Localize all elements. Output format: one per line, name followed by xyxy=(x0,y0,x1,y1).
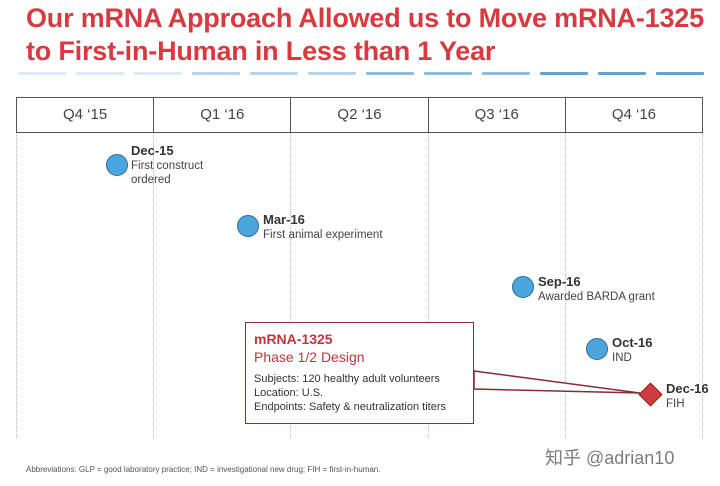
quarter-header: Q4 ‘15 Q1 ‘16 Q2 ‘16 Q3 ‘16 Q4 ‘16 xyxy=(16,97,703,133)
watermark: 知乎 @adrian10 xyxy=(545,448,675,468)
quarter-q1-16: Q1 ‘16 xyxy=(154,98,292,132)
milestone-date: Dec-16 xyxy=(666,381,709,396)
quarter-q3-16: Q3 ‘16 xyxy=(429,98,566,132)
underline-dash xyxy=(482,72,530,75)
grid-line xyxy=(702,133,703,438)
title-underline-dashes xyxy=(18,72,706,76)
quarter-q2-16: Q2 ‘16 xyxy=(291,98,429,132)
underline-dash xyxy=(366,72,414,75)
milestone-desc: IND xyxy=(612,352,632,364)
underline-dash xyxy=(76,72,124,75)
quarter-q4-15: Q4 ‘15 xyxy=(17,98,155,132)
underline-dash xyxy=(424,72,472,75)
milestone-desc: ordered xyxy=(131,174,171,186)
underline-dash xyxy=(308,72,356,75)
underline-dash xyxy=(598,72,646,75)
grid-line xyxy=(16,133,17,438)
grid-line xyxy=(565,133,566,438)
underline-dash xyxy=(656,72,704,75)
grid-line xyxy=(153,133,154,438)
underline-dash xyxy=(134,72,182,75)
milestone-dot xyxy=(512,276,534,298)
phase-design-callout: mRNA-1325 Phase 1/2 Design Subjects: 120… xyxy=(245,322,474,424)
milestone-dot xyxy=(237,215,259,237)
underline-dash xyxy=(18,72,66,75)
grid-line xyxy=(428,133,429,438)
milestone-date: Dec-15 xyxy=(131,143,174,158)
fih-diamond-icon xyxy=(638,382,663,407)
underline-dash xyxy=(540,72,588,75)
underline-dash xyxy=(250,72,298,75)
grid-line xyxy=(290,133,291,438)
milestone-date: Mar-16 xyxy=(263,212,305,227)
callout-title: mRNA-1325 xyxy=(254,331,333,347)
milestone-dot xyxy=(586,338,608,360)
milestone-desc: Awarded BARDA grant xyxy=(538,291,655,303)
milestone-desc: FIH xyxy=(666,398,685,410)
underline-dash xyxy=(192,72,240,75)
abbreviations-footnote: Abbreviations: GLP = good laboratory pra… xyxy=(26,465,381,474)
milestone-desc: First construct xyxy=(131,160,204,172)
quarter-q4-16: Q4 ‘16 xyxy=(611,106,657,123)
callout-subtitle: Phase 1/2 Design xyxy=(254,349,365,365)
milestone-date: Sep-16 xyxy=(538,274,581,289)
callout-subjects: Subjects: 120 healthy adult volunteers xyxy=(254,373,440,385)
milestone-desc: First animal experiment xyxy=(263,229,383,241)
slide-title: Our mRNA Approach Allowed us to Move mRN… xyxy=(26,3,704,66)
callout-endpoints: Endpoints: Safety & neutralization titer… xyxy=(254,401,446,413)
milestone-dot xyxy=(106,154,128,176)
milestone-date: Oct-16 xyxy=(612,335,653,350)
callout-location: Location: U.S. xyxy=(254,387,324,399)
